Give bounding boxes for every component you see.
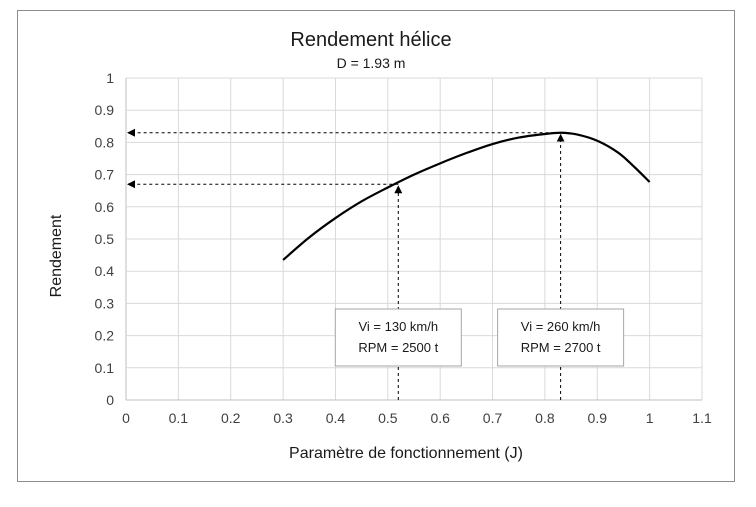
y-tick-label: 0.5 <box>95 231 115 247</box>
y-tick-label: 0 <box>106 392 114 408</box>
x-tick-label: 0.5 <box>378 410 398 426</box>
y-tick-label: 0.2 <box>95 328 115 344</box>
tick-labels: 0 0.1 0.2 0.3 0.4 0.5 0.6 0.7 0.8 0.9 1 1.1 0 0.1 0.2 0… <box>95 70 712 426</box>
propeller-efficiency-chart: 0 0.1 0.2 0.3 0.4 0.5 0.6 0.7 0.8 0.9 1 1.1 0 0.1 0.2 0… <box>48 29 712 462</box>
y-tick-label: 0.3 <box>95 295 115 311</box>
y-tick-label: 0.6 <box>95 199 115 215</box>
annotations: Vi = 130 km/h RPM = 2500 t Vi = 260 km/h RP… <box>127 128 625 400</box>
y-tick-label: 0.8 <box>95 134 115 150</box>
annotation-2: Vi = 260 km/h RPM = 2700 t <box>127 128 625 400</box>
x-tick-label: 0.8 <box>535 410 555 426</box>
annotation-text: Vi = 260 km/h <box>521 319 601 334</box>
chart-title: Rendement hélice <box>290 29 451 51</box>
y-tick-label: 0.9 <box>95 102 115 118</box>
annotation-box <box>497 308 625 367</box>
x-tick-label: 0.2 <box>221 410 241 426</box>
x-tick-label: 0.7 <box>483 410 503 426</box>
x-tick-label: 1.1 <box>692 410 712 426</box>
x-axis-title: Paramètre de fonctionnement (J) <box>289 445 523 462</box>
x-tick-label: 0 <box>122 410 130 426</box>
x-tick-label: 0.3 <box>273 410 293 426</box>
annotation-box <box>334 308 462 367</box>
y-tick-label: 0.1 <box>95 360 115 376</box>
x-tick-label: 1 <box>646 410 654 426</box>
annotation-text: RPM = 2500 t <box>358 340 438 355</box>
series <box>282 131 651 261</box>
efficiency-curve <box>282 131 651 261</box>
annotation-text: Vi = 130 km/h <box>358 319 438 334</box>
y-tick-label: 0.7 <box>95 167 115 183</box>
x-tick-label: 0.9 <box>588 410 608 426</box>
annotation-1: Vi = 130 km/h RPM = 2500 t <box>127 180 462 400</box>
y-axis-title: Rendement <box>48 214 65 297</box>
x-tick-label: 0.1 <box>169 410 189 426</box>
x-tick-label: 0.4 <box>326 410 346 426</box>
annotation-text: RPM = 2700 t <box>521 340 601 355</box>
x-tick-label: 0.6 <box>430 410 450 426</box>
grid <box>125 77 703 401</box>
y-tick-label: 0.4 <box>95 263 115 279</box>
y-tick-label: 1 <box>106 70 114 86</box>
chart-frame: 0 0.1 0.2 0.3 0.4 0.5 0.6 0.7 0.8 0.9 1 1.1 0 0.1 0.2 0… <box>17 10 735 482</box>
chart-subtitle: D = 1.93 m <box>337 55 406 71</box>
